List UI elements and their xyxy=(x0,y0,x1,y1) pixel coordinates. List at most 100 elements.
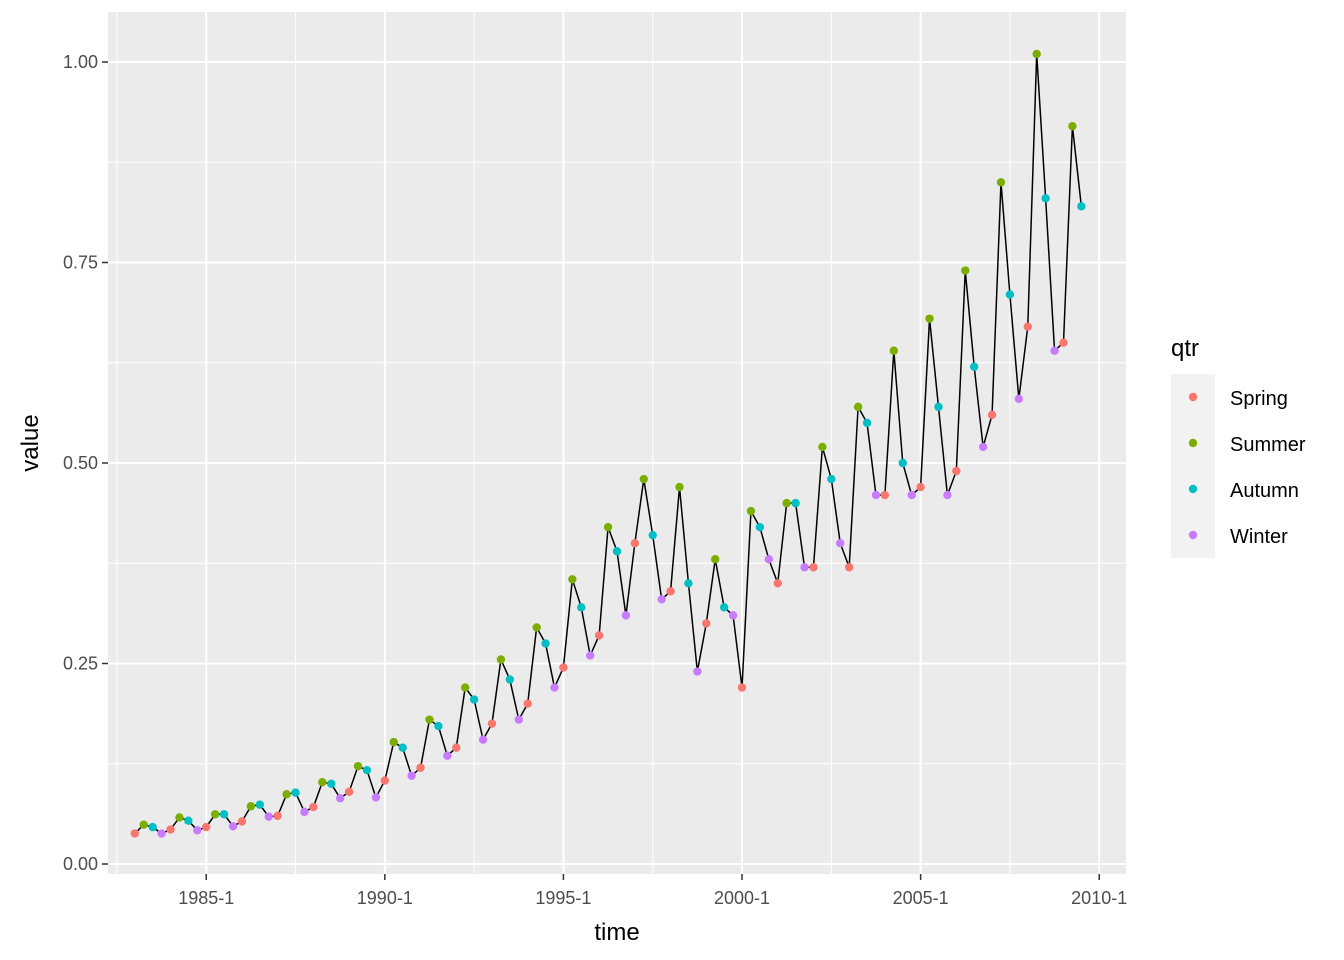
data-point-autumn xyxy=(791,498,800,508)
data-point-summer xyxy=(961,266,970,275)
data-point-spring xyxy=(130,829,139,838)
data-point-autumn xyxy=(577,603,586,612)
data-point-spring xyxy=(880,490,890,500)
legend-key-winter xyxy=(1188,530,1198,540)
data-point-spring xyxy=(1023,322,1032,331)
data-point-summer xyxy=(210,810,220,819)
data-point-summer xyxy=(175,813,184,822)
data-point-autumn xyxy=(969,362,979,371)
data-point-autumn xyxy=(934,402,943,412)
data-point-winter xyxy=(300,807,309,817)
x-tick-label: 2000-1 xyxy=(714,888,770,908)
data-point-autumn xyxy=(612,547,622,556)
data-point-autumn xyxy=(1077,202,1086,211)
data-point-autumn xyxy=(327,779,336,788)
data-point-winter xyxy=(193,826,202,835)
x-axis: 1985-1 1990-1 1995-1 2000-1 2005-1 2010-1 xyxy=(178,874,1127,908)
data-point-winter xyxy=(228,822,238,831)
data-point-spring xyxy=(594,631,604,640)
data-point-autumn xyxy=(148,822,157,832)
data-points xyxy=(130,49,1086,838)
y-tick-label: 0.50 xyxy=(63,453,98,473)
x-axis-title: time xyxy=(594,919,639,946)
data-point-autumn xyxy=(184,816,193,825)
data-point-summer xyxy=(889,346,899,355)
data-point-spring xyxy=(202,822,211,832)
data-point-winter xyxy=(1014,394,1024,404)
data-point-spring xyxy=(987,410,997,420)
legend: qtr Spring Summer Autumn Winter xyxy=(1171,335,1306,558)
data-point-autumn xyxy=(648,530,657,540)
data-point-summer xyxy=(246,802,256,811)
data-point-autumn xyxy=(862,418,872,428)
data-point-winter xyxy=(943,490,952,500)
data-point-winter xyxy=(514,715,523,724)
y-tick-label: 0.25 xyxy=(63,654,98,674)
data-point-autumn xyxy=(291,788,300,797)
data-point-winter xyxy=(1050,346,1059,355)
data-point-winter xyxy=(586,651,595,660)
data-point-winter xyxy=(978,442,988,452)
x-tick-label: 1985-1 xyxy=(178,888,234,908)
legend-label: Autumn xyxy=(1230,480,1299,502)
data-point-summer xyxy=(139,820,148,829)
data-point-summer xyxy=(925,314,934,323)
legend-key-summer xyxy=(1188,438,1198,448)
data-point-autumn xyxy=(434,721,443,731)
data-point-spring xyxy=(416,763,425,772)
data-point-autumn xyxy=(255,800,265,809)
y-tick-label: 1.00 xyxy=(63,52,98,72)
data-point-spring xyxy=(273,811,282,821)
data-point-winter xyxy=(264,812,273,821)
data-point-winter xyxy=(407,771,416,780)
data-point-winter xyxy=(728,611,738,620)
x-tick-label: 1990-1 xyxy=(357,888,413,908)
data-point-summer xyxy=(711,555,720,564)
data-point-autumn xyxy=(362,765,372,775)
data-point-summer xyxy=(1068,121,1077,131)
data-point-autumn xyxy=(719,603,729,612)
legend-label: Winter xyxy=(1230,526,1288,548)
x-tick-label: 2005-1 xyxy=(893,888,949,908)
data-point-spring xyxy=(344,787,354,797)
data-point-summer xyxy=(425,715,434,724)
data-point-spring xyxy=(523,699,532,708)
data-point-spring xyxy=(916,482,925,492)
data-point-summer xyxy=(746,506,756,516)
data-point-autumn xyxy=(755,522,765,532)
x-tick-label: 2010-1 xyxy=(1071,888,1127,908)
legend-key-autumn xyxy=(1188,484,1198,494)
legend-key-spring xyxy=(1188,392,1198,402)
y-axis: 0.00 0.25 0.50 0.75 1.00 xyxy=(63,52,108,874)
plot-panel xyxy=(108,12,1126,874)
data-point-winter xyxy=(907,490,916,500)
data-point-spring xyxy=(630,539,640,548)
data-point-autumn xyxy=(219,810,229,819)
data-point-winter xyxy=(550,683,559,692)
data-point-spring xyxy=(702,619,711,628)
data-point-summer xyxy=(460,683,470,692)
legend-label: Summer xyxy=(1230,434,1306,456)
data-point-summer xyxy=(1032,49,1041,59)
data-point-spring xyxy=(809,563,818,572)
data-point-autumn xyxy=(469,695,479,704)
data-point-spring xyxy=(166,825,175,834)
data-point-winter xyxy=(657,595,666,604)
data-point-spring xyxy=(666,587,675,596)
data-point-summer xyxy=(996,178,1006,187)
legend-title: qtr xyxy=(1171,335,1199,362)
y-axis-title: value xyxy=(17,414,44,471)
legend-keys: Spring Summer Autumn Winter xyxy=(1171,374,1306,558)
data-point-spring xyxy=(237,817,247,826)
data-point-spring xyxy=(737,683,747,692)
data-point-summer xyxy=(496,655,506,664)
data-point-spring xyxy=(559,663,568,672)
data-point-winter xyxy=(443,751,452,760)
data-point-winter xyxy=(871,490,881,500)
data-point-summer xyxy=(568,575,577,584)
data-point-spring xyxy=(309,802,318,812)
data-point-summer xyxy=(282,790,291,799)
data-point-summer xyxy=(389,737,398,747)
y-tick-label: 0.00 xyxy=(63,854,98,874)
data-point-winter xyxy=(335,794,345,803)
